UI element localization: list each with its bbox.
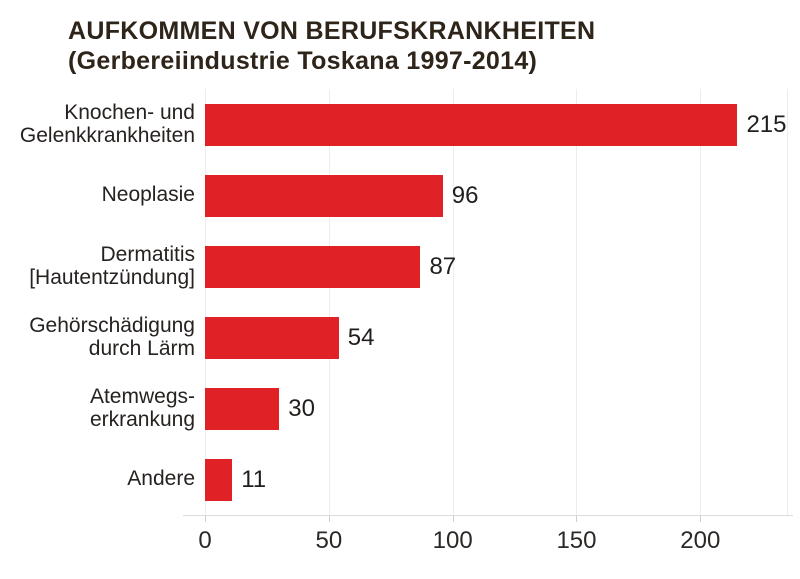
category-label: Dermatitis [Hautentzündung]: [29, 242, 195, 289]
bar: [205, 103, 738, 146]
x-tick-label: 50: [315, 527, 343, 554]
chart-title: AUFKOMMEN VON BERUFSKRANKHEITEN (Gerbere…: [68, 16, 595, 76]
chart-title-line2: (Gerbereiindustrie Toskana 1997-2014): [68, 47, 538, 75]
bar: [205, 245, 421, 288]
bar-row: Neoplasie 96: [0, 160, 800, 231]
category-label: Atemwegs- erkrankung: [89, 384, 195, 431]
value-label: 87: [429, 252, 457, 280]
bar: [205, 174, 443, 217]
bar-row: Knochen- und Gelenkkrankheiten 215: [0, 89, 800, 160]
bar-row: Andere 11: [0, 444, 800, 515]
bar-rows: Knochen- und Gelenkkrankheiten 215 Neopl…: [0, 89, 800, 515]
value-label: 54: [347, 323, 375, 351]
bar-track: 54: [205, 302, 787, 373]
x-tick-label: 150: [556, 527, 597, 554]
x-axis-line: [183, 515, 793, 516]
category-label: Knochen- und Gelenkkrankheiten: [19, 100, 195, 147]
x-tick-label: 0: [198, 527, 212, 554]
gridline: [576, 89, 578, 515]
gridline: [452, 89, 454, 515]
x-tick-mark: [452, 516, 454, 522]
gridline: [205, 89, 206, 515]
x-tick-label: 100: [432, 527, 473, 554]
category-label: Neoplasie: [101, 183, 195, 207]
bar: [205, 316, 339, 359]
category-label: Gehörschädigung durch Lärm: [29, 313, 195, 360]
x-tick-mark: [328, 516, 330, 522]
gridline: [787, 89, 788, 515]
bar-track: 215: [205, 89, 787, 160]
bar-track: 30: [205, 373, 787, 444]
bar: [205, 387, 280, 430]
bar-row: Gehörschädigung durch Lärm 54: [0, 302, 800, 373]
chart-title-line1: AUFKOMMEN VON BERUFSKRANKHEITEN: [68, 17, 596, 45]
value-label: 96: [451, 181, 479, 209]
gridline: [328, 89, 330, 515]
category-label: Andere: [127, 467, 195, 491]
value-label: 30: [288, 394, 315, 422]
bar-row: Atemwegs- erkrankung 30: [0, 373, 800, 444]
bar-track: 96: [205, 160, 787, 231]
bar-chart: Knochen- und Gelenkkrankheiten 215 Neopl…: [0, 89, 800, 515]
bar-track: 11: [205, 444, 787, 515]
value-label: 215: [746, 110, 787, 138]
bar-track: 87: [205, 231, 787, 302]
value-label: 11: [241, 465, 267, 493]
x-tick-label: 200: [680, 527, 721, 554]
gridlines: [205, 89, 788, 515]
x-tick-mark: [700, 516, 702, 522]
x-tick-mark: [205, 516, 206, 522]
gridline: [700, 89, 702, 515]
bar-row: Dermatitis [Hautentzündung] 87: [0, 231, 800, 302]
x-axis-ticks: 0 50 100 150 200: [198, 516, 787, 576]
x-tick-mark: [576, 516, 578, 522]
bar: [205, 458, 233, 501]
